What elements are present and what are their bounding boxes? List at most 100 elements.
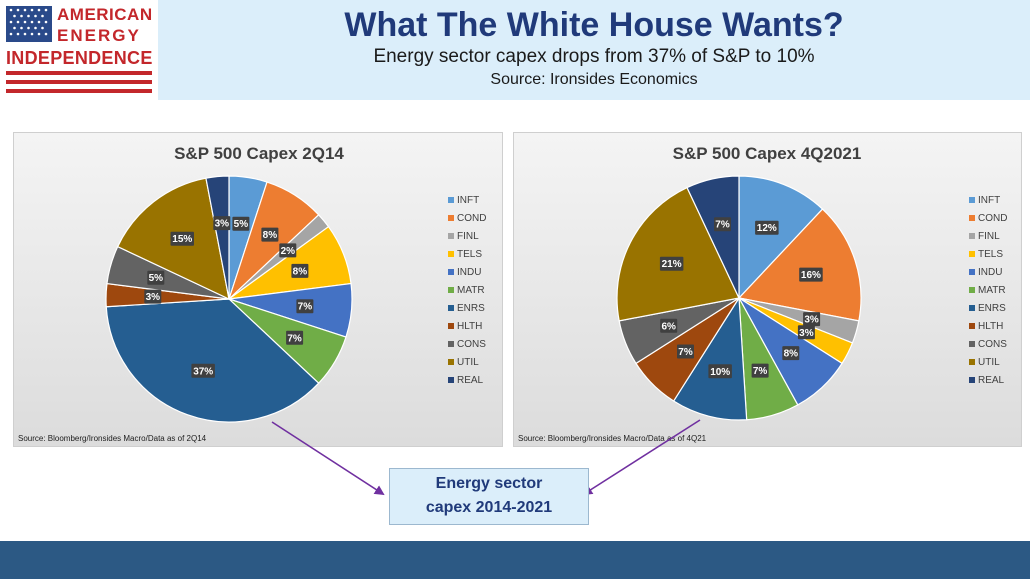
svg-text:16%: 16%	[801, 270, 821, 281]
legend-item-enrs: ENRS	[969, 303, 1006, 314]
chart-source: Source: Bloomberg/Ironsides Macro/Data a…	[518, 434, 707, 443]
svg-text:8%: 8%	[293, 266, 308, 277]
data-label-finl: 2%	[279, 243, 297, 258]
svg-text:7%: 7%	[678, 347, 693, 358]
pie-chart-2q14: S&P 500 Capex 2Q14 5%8%2%8%7%7%37%3%5%15…	[18, 144, 486, 443]
legend-item-indu: INDU	[448, 267, 481, 278]
data-label-hlth: 7%	[677, 344, 694, 359]
data-label-cons: 6%	[660, 318, 678, 333]
page-title: What The White House Wants?	[344, 6, 844, 44]
svg-text:3%: 3%	[804, 315, 819, 326]
svg-text:2%: 2%	[281, 246, 296, 257]
data-label-util: 15%	[170, 231, 194, 246]
pie-chart-4q2021: S&P 500 Capex 4Q2021 12%16%3%3%8%7%10%7%…	[518, 144, 1007, 443]
data-label-tels: 3%	[797, 325, 815, 340]
legend-item-real: REAL	[969, 375, 1005, 386]
data-label-cons: 5%	[147, 270, 165, 285]
pie-slice-inft	[738, 175, 824, 300]
svg-text:3%: 3%	[146, 292, 161, 303]
svg-text:FINL: FINL	[978, 231, 1000, 242]
svg-text:MATR: MATR	[978, 285, 1006, 296]
svg-text:UTIL: UTIL	[978, 357, 1000, 368]
svg-text:INDU: INDU	[457, 267, 481, 278]
svg-text:TELS: TELS	[978, 249, 1003, 260]
data-label-cond: 16%	[799, 267, 823, 282]
data-label-enrs: 10%	[708, 364, 732, 379]
svg-text:COND: COND	[978, 213, 1007, 224]
legend-item-cond: COND	[969, 213, 1007, 224]
chart-panel-4q2021: S&P 500 Capex 4Q2021 12% 16% 3% 3% 8% 7% 10% 7%…	[513, 132, 1022, 447]
svg-text:FINL: FINL	[457, 231, 479, 242]
pie-slice-cond	[737, 208, 862, 322]
svg-text:REAL: REAL	[978, 375, 1005, 386]
legend-item-finl: FINL	[448, 231, 479, 242]
legend-item-cond: COND	[448, 213, 486, 224]
data-label-inft: 12%	[755, 220, 779, 235]
data-label-hlth: 3%	[144, 289, 162, 304]
legend-item-tels: TELS	[448, 249, 482, 260]
legend-item-real: REAL	[448, 375, 484, 386]
svg-text:7%: 7%	[287, 333, 302, 344]
svg-text:INFT: INFT	[457, 195, 479, 206]
svg-text:12%: 12%	[757, 223, 777, 234]
pie-slice-util	[616, 186, 740, 322]
legend-item-util: UTIL	[448, 357, 479, 368]
pie-slice-enrs	[105, 298, 320, 423]
svg-text:TELS: TELS	[457, 249, 482, 260]
svg-text:CONS: CONS	[978, 339, 1007, 350]
data-label-real: 3%	[213, 216, 231, 231]
legend-item-indu: INDU	[969, 267, 1002, 278]
data-label-enrs: 37%	[191, 363, 215, 378]
svg-text:CONS: CONS	[457, 339, 486, 350]
data-label-finl: 3%	[803, 312, 821, 327]
svg-text:7%: 7%	[753, 366, 768, 377]
chart-panel-2q14: S&P 500 Capex 2Q14 5% 8% 2% 8% 7% 7% 37% 3% 5% 15…	[13, 132, 503, 447]
data-label-util: 21%	[659, 256, 684, 271]
data-label-tels: 8%	[291, 263, 309, 278]
svg-text:MATR: MATR	[457, 285, 485, 296]
legend-item-finl: FINL	[969, 231, 1000, 242]
us-flag-icon	[6, 6, 52, 42]
callout-line-2: capex 2014-2021	[425, 499, 553, 516]
svg-text:10%: 10%	[710, 367, 730, 378]
svg-text:3%: 3%	[799, 328, 814, 339]
data-label-matr: 7%	[751, 363, 769, 378]
chart-title: S&P 500 Capex 2Q14	[174, 144, 344, 163]
svg-text:37%: 37%	[193, 366, 213, 377]
chart-source: Source: Bloomberg/Ironsides Macro/Data a…	[18, 434, 207, 443]
legend-item-tels: TELS	[969, 249, 1003, 260]
data-label-indu: 7%	[296, 299, 314, 314]
title-banner: What The White House Wants? Energy secto…	[158, 0, 1030, 100]
legend-item-hlth: HLTH	[448, 321, 482, 332]
logo: AMERICAN ENERGY INDEPENDENCE	[0, 0, 160, 100]
pie-slice-enrs	[672, 296, 748, 421]
svg-text:HLTH: HLTH	[457, 321, 482, 332]
svg-text:5%: 5%	[234, 219, 249, 230]
svg-text:INFT: INFT	[978, 195, 1000, 206]
footer-bar	[0, 541, 1030, 579]
svg-text:5%: 5%	[149, 273, 164, 284]
energy-callout-box: Energy sector capex 2014-2021	[389, 468, 589, 525]
chart-title: S&P 500 Capex 4Q2021	[673, 144, 862, 163]
legend-item-util: UTIL	[969, 357, 1000, 368]
data-label-cond: 8%	[261, 227, 279, 242]
svg-text:8%: 8%	[784, 349, 799, 360]
svg-text:3%: 3%	[215, 219, 230, 230]
svg-text:7%: 7%	[298, 302, 313, 313]
logo-stripes	[6, 71, 152, 93]
svg-text:INDU: INDU	[978, 267, 1002, 278]
legend-item-matr: MATR	[448, 285, 485, 296]
page-subtitle: Energy sector capex drops from 37% of S&…	[373, 46, 815, 67]
pie-slice-real	[205, 175, 230, 300]
svg-text:6%: 6%	[661, 321, 676, 332]
data-label-inft: 5%	[232, 216, 250, 231]
pie-slice-real	[686, 175, 740, 299]
logo-word-american: AMERICAN	[57, 5, 153, 24]
svg-text:8%: 8%	[263, 230, 278, 241]
legend-item-inft: INFT	[969, 195, 1000, 206]
page-source: Source: Ironsides Economics	[490, 71, 698, 88]
legend-item-cons: CONS	[448, 339, 486, 350]
legend-item-hlth: HLTH	[969, 321, 1003, 332]
svg-text:15%: 15%	[172, 234, 192, 245]
svg-text:UTIL: UTIL	[457, 357, 479, 368]
